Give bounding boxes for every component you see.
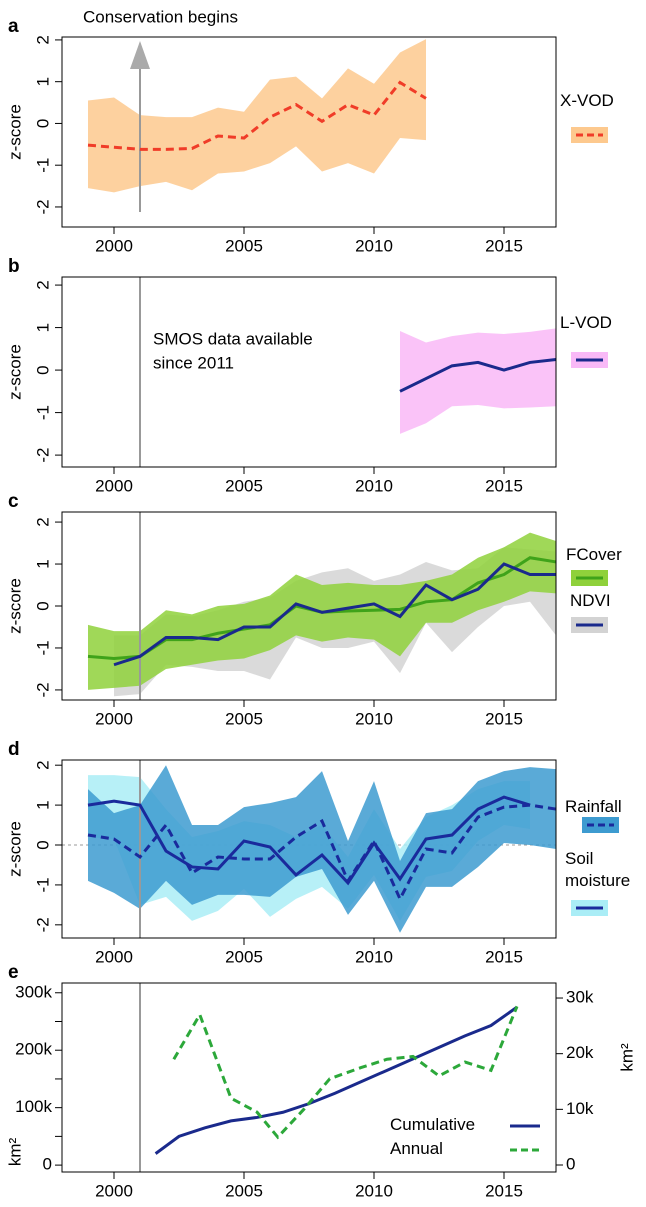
- panel-label: b: [8, 256, 20, 277]
- y2-tick-label: 30k: [566, 988, 594, 1007]
- y-tick-label: 200k: [15, 1040, 52, 1059]
- x-tick-label: 2015: [485, 947, 523, 966]
- y-tick-label: 0: [43, 1155, 52, 1174]
- x-tick-label: 2005: [225, 947, 263, 966]
- y-tick-label: 300k: [15, 982, 52, 1001]
- y-tick-label: -2: [33, 682, 52, 697]
- legend-label: L-VOD: [560, 313, 612, 332]
- legend-label: X-VOD: [560, 91, 614, 110]
- y-tick-label: 0: [33, 365, 52, 374]
- legend-label: Soil moisture: [565, 849, 631, 890]
- series-line: [113, 562, 556, 667]
- plot-frame: [61, 36, 557, 228]
- x-tick-label: 2010: [355, 476, 393, 495]
- series-line: [154, 1005, 518, 1155]
- legend-label: NDVI: [570, 591, 611, 610]
- y-tick-label: 0: [33, 601, 52, 610]
- y-axis-label: z-score: [5, 104, 24, 160]
- band: [88, 39, 426, 193]
- legend-label: Rainfall: [565, 797, 622, 816]
- legend-label: Cumulative: [390, 1115, 476, 1134]
- panel-label: d: [8, 739, 20, 760]
- y-tick-label: -1: [33, 405, 52, 420]
- series-line: [87, 795, 531, 886]
- y-tick-label: 2: [33, 280, 52, 289]
- series-line: [399, 357, 557, 393]
- x-tick-label: 2000: [95, 947, 133, 966]
- panel-label: c: [8, 491, 19, 512]
- y-tick-label: 1: [33, 559, 52, 568]
- x-tick-label: 2015: [485, 236, 523, 255]
- x-tick-label: 2015: [485, 476, 523, 495]
- annotation: SMOS data available: [153, 329, 313, 348]
- band: [400, 328, 556, 434]
- x-tick-label: 2010: [355, 236, 393, 255]
- y2-tick-label: 10k: [566, 1099, 594, 1118]
- x-tick-label: 2015: [485, 1181, 523, 1200]
- plot-frame: [61, 511, 557, 701]
- x-tick-label: 2010: [355, 1181, 393, 1200]
- plot-frame: [61, 982, 557, 1173]
- y-tick-label: 2: [33, 35, 52, 44]
- y2-axis-label: km²: [617, 1043, 636, 1072]
- y-tick-label: 100k: [15, 1097, 52, 1116]
- y-tick-label: 0: [33, 119, 52, 128]
- plot-frame: [61, 276, 557, 468]
- y-axis-label: z-score: [5, 344, 24, 400]
- x-tick-label: 2000: [95, 476, 133, 495]
- x-tick-label: 2005: [225, 476, 263, 495]
- y-tick-label: -1: [33, 640, 52, 655]
- y-tick-label: 1: [33, 323, 52, 332]
- y-tick-label: 2: [33, 760, 52, 769]
- y-axis-label: z-score: [5, 578, 24, 634]
- y2-tick-label: 0: [566, 1154, 575, 1173]
- x-tick-label: 2000: [95, 236, 133, 255]
- annotation: since 2011: [153, 353, 234, 372]
- panel-label: a: [8, 16, 19, 37]
- legend-label: Annual: [390, 1139, 443, 1158]
- series-line: [172, 1005, 519, 1140]
- annotation: Conservation begins: [83, 7, 238, 26]
- band: [88, 765, 556, 933]
- arrow-head: [130, 41, 150, 69]
- y-axis-label: z-score: [5, 821, 24, 877]
- series-line: [87, 803, 557, 903]
- x-tick-label: 2015: [485, 709, 523, 728]
- y-tick-label: 1: [33, 800, 52, 809]
- x-tick-label: 2005: [225, 709, 263, 728]
- x-tick-label: 2010: [355, 947, 393, 966]
- y-tick-label: -1: [33, 877, 52, 892]
- series-line: [87, 80, 427, 151]
- y-tick-label: -2: [33, 199, 52, 214]
- y2-tick-label: 20k: [566, 1043, 594, 1062]
- y-axis-label: km²: [5, 1138, 24, 1167]
- y-tick-label: 0: [33, 840, 52, 849]
- legend-label: FCover: [566, 545, 622, 564]
- plot-frame: [61, 759, 557, 939]
- x-tick-label: 2005: [225, 1181, 263, 1200]
- y-tick-label: -2: [33, 917, 52, 932]
- y-tick-label: -1: [33, 158, 52, 173]
- x-tick-label: 2005: [225, 236, 263, 255]
- x-tick-label: 2010: [355, 709, 393, 728]
- y-tick-label: 1: [33, 77, 52, 86]
- panel-label: e: [8, 962, 19, 983]
- x-tick-label: 2000: [95, 709, 133, 728]
- x-tick-label: 2000: [95, 1181, 133, 1200]
- y-tick-label: 2: [33, 517, 52, 526]
- y-tick-label: -2: [33, 448, 52, 463]
